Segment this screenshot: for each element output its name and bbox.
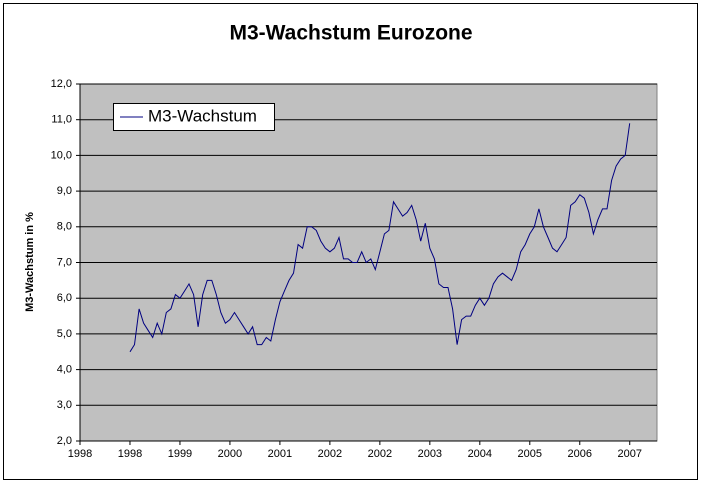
y-tick-label: 7,0 [57,256,72,268]
x-tick-label: 2002 [368,448,392,460]
x-tick-label: 2007 [617,448,641,460]
x-tick-label: 2004 [468,448,492,460]
y-tick-label: 9,0 [57,185,72,197]
x-tick-label: 1999 [168,448,192,460]
y-tick-label: 4,0 [57,364,72,376]
x-tick-label: 2005 [518,448,542,460]
x-tick-label: 1998 [118,448,142,460]
x-tick-label: 1998 [68,448,92,460]
chart-title: M3-Wachstum Eurozone [229,22,472,45]
x-tick-label: 2006 [568,448,592,460]
data-line [129,123,631,353]
legend-label: M3-Wachstum [148,106,257,125]
y-tick-label: 11,0 [51,114,72,126]
y-tick-label: 5,0 [57,328,72,340]
y-tick-label: 12,0 [51,78,72,90]
y-axis-label: M3-Wachstum in % [24,212,36,312]
y-tick-label: 6,0 [57,292,72,304]
x-tick-label: 2000 [218,448,242,460]
x-tick-label: 2002 [318,448,342,460]
y-tick-label: 2,0 [57,435,72,447]
y-tick-label: 10,0 [51,149,72,161]
y-tick-label: 8,0 [57,221,72,233]
x-tick-label: 2001 [268,448,292,460]
x-tick-label: 2003 [418,448,442,460]
y-tick-label: 3,0 [57,399,72,411]
